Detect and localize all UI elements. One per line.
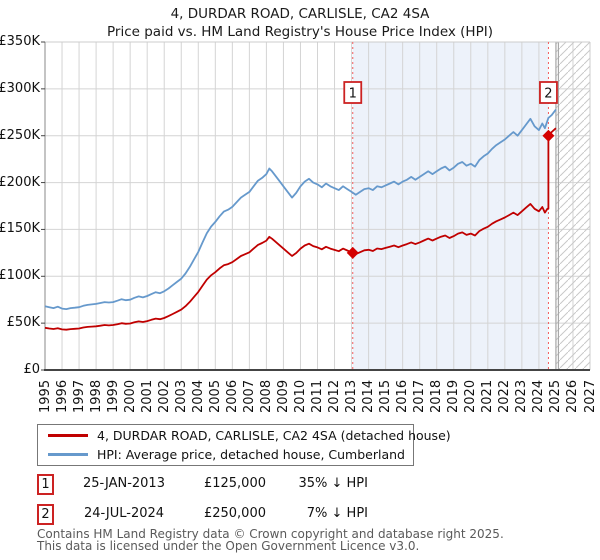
sale-1-marker: [346, 246, 359, 259]
x-tick-label: 2017: [412, 379, 428, 413]
y-tick-label: £0: [23, 362, 40, 377]
x-tick-label: 2013: [344, 379, 360, 413]
x-tick-label: 1997: [71, 379, 87, 413]
x-tick-label: 2025: [548, 379, 564, 413]
sale-1-flag-box: [343, 81, 363, 104]
sale-1-flag-label: 1: [349, 87, 357, 102]
x-tick-label: 2001: [139, 379, 155, 413]
series-hpi: [44, 108, 557, 311]
x-tick-label: 2008: [258, 379, 274, 413]
footer-line-1: Contains HM Land Registry data © Crown c…: [37, 527, 504, 541]
page-subtitle: Price paid vs. HM Land Registry's House …: [107, 24, 493, 40]
x-tick-label: 1998: [88, 379, 104, 413]
x-tick-label: 2003: [173, 379, 189, 413]
sale-1-number-badge: 1: [37, 474, 54, 495]
future-hatch-region: [555, 42, 590, 370]
legend-row-property: 4, DURDAR ROAD, CARLISLE, CA2 4SA (detac…: [38, 426, 451, 444]
legend-label-hpi: HPI: Average price, detached house, Cumb…: [97, 447, 405, 463]
gridlines: [44, 41, 591, 371]
y-tick-label: £250K: [0, 127, 40, 143]
license-footer: Contains HM Land Registry data © Crown c…: [37, 527, 504, 553]
x-tick-label: 2016: [395, 379, 411, 413]
series-price_paid: [44, 127, 557, 331]
sale-row-1: 1 25-JAN-2013 £125,000 35% ↓ HPI: [37, 473, 382, 497]
x-tick-label: 2021: [480, 379, 496, 413]
x-tick-label: 1999: [105, 379, 121, 413]
x-tick-label: 2007: [241, 379, 257, 413]
sale-1-price: £125,000: [203, 476, 266, 491]
x-tick-label: 1995: [37, 379, 53, 413]
y-tick-label: £50K: [6, 315, 40, 331]
legend-label-property: 4, DURDAR ROAD, CARLISLE, CA2 4SA (detac…: [97, 427, 451, 443]
x-tick-label: 2027: [582, 379, 598, 413]
page-title: 4, DURDAR ROAD, CARLISLE, CA2 4SA: [170, 6, 430, 22]
x-tick-label: 2009: [275, 379, 291, 413]
x-tick-label: 2014: [361, 379, 377, 413]
sales-table: 1 25-JAN-2013 £125,000 35% ↓ HPI 2 24-JU…: [37, 473, 382, 533]
x-tick-label: 2006: [224, 379, 240, 413]
x-tick-label: 2022: [497, 379, 513, 413]
x-tick-label: 2018: [429, 379, 445, 413]
sale-2-price: £250,000: [203, 506, 266, 521]
y-tick-label: £150K: [0, 221, 40, 237]
x-tick-label: 2019: [446, 379, 462, 413]
sale-2-marker: [542, 129, 555, 142]
sale-2-flag-label: 2: [544, 87, 552, 102]
sale-1-hpi-diff: 35% ↓ HPI: [298, 476, 368, 491]
ownership-period-band: [352, 42, 549, 370]
x-tick-label: 2010: [292, 379, 308, 413]
y-tick-label: £200K: [0, 174, 40, 190]
sale-row-2: 2 24-JUL-2024 £250,000 7% ↓ HPI: [37, 503, 382, 527]
x-tick-label: 2015: [378, 379, 394, 413]
x-tick-label: 2011: [310, 379, 325, 413]
legend-row-hpi: HPI: Average price, detached house, Cumb…: [38, 446, 413, 464]
sale-2-hpi-diff: 7% ↓ HPI: [306, 506, 368, 521]
x-tick-label: 2002: [156, 379, 172, 413]
y-tick-label: £100K: [0, 268, 40, 284]
y-tick-label: £300K: [0, 80, 40, 96]
x-tick-label: 2024: [531, 379, 547, 413]
sale-2-flag-box: [539, 81, 558, 104]
red-line-swatch: [48, 433, 88, 437]
sale-2-number-badge: 2: [37, 504, 54, 525]
y-tick-label: £350K: [0, 34, 40, 49]
sale-1-date: 25-JAN-2013: [83, 476, 165, 491]
x-tick-label: 2005: [207, 379, 223, 413]
x-tick-label: 2020: [463, 379, 479, 413]
x-tick-label: 2012: [327, 379, 343, 413]
legend: 4, DURDAR ROAD, CARLISLE, CA2 4SA (detac…: [37, 424, 451, 466]
sale-2-date: 24-JUL-2024: [83, 506, 165, 521]
blue-line-swatch: [48, 453, 88, 457]
x-tick-label: 1996: [54, 379, 70, 413]
x-tick-label: 2004: [190, 379, 206, 413]
x-tick-label: 2026: [565, 379, 581, 413]
x-tick-label: 2023: [514, 379, 530, 413]
x-tick-label: 2000: [122, 379, 138, 413]
footer-line-2: This data is licensed under the Open Gov…: [37, 538, 420, 553]
